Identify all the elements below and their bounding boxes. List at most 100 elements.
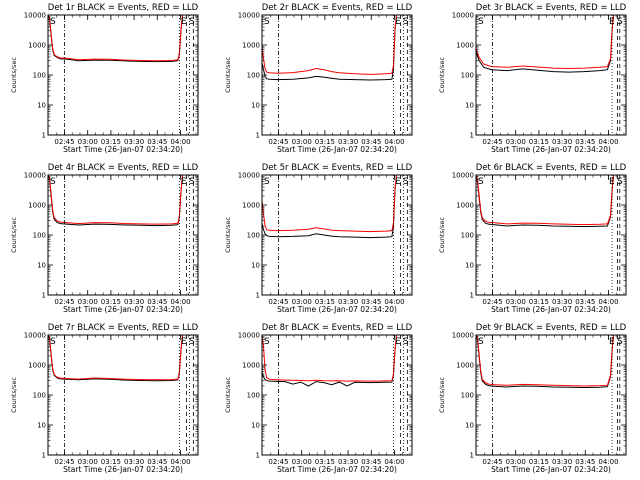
x-axis-label: Start Time (26-Jan-07 02:34:20)	[491, 145, 611, 154]
y-tick-label: 100	[33, 232, 46, 240]
y-tick-label: 1000	[456, 362, 474, 370]
series-line-red	[476, 15, 615, 70]
y-tick-label: 100	[461, 392, 474, 400]
y-tick-label: 10	[251, 262, 260, 270]
x-tick-label: 03:45	[147, 458, 167, 466]
y-tick-label: 1	[256, 292, 260, 300]
x-tick-label: 03:00	[506, 458, 526, 466]
x-tick-label: 02:45	[54, 458, 74, 466]
corner-label-right-s: S	[403, 337, 409, 347]
x-tick-label: 03:30	[338, 458, 358, 466]
x-tick-label: 03:15	[529, 458, 549, 466]
plot-frame	[475, 334, 627, 456]
y-tick-label: 10	[465, 102, 474, 110]
x-tick-label: 03:15	[315, 138, 335, 146]
y-tick-label: 10	[465, 422, 474, 430]
x-tick-label: 02:45	[54, 298, 74, 306]
x-tick-label: 03:00	[78, 138, 98, 146]
x-tick-label: 04:00	[384, 138, 404, 146]
corner-label-right-e: E	[181, 17, 187, 27]
chart-title: Det 3r BLACK = Events, RED = LLD	[476, 3, 627, 13]
x-tick-label: 03:45	[361, 298, 381, 306]
y-tick-label: 1000	[28, 42, 46, 50]
series-line-red	[476, 175, 615, 226]
y-tick-label: 10000	[24, 332, 46, 340]
x-tick-label: 04:00	[384, 458, 404, 466]
y-tick-label: 1	[42, 132, 46, 140]
y-tick-label: 10	[251, 422, 260, 430]
y-tick-label: 1000	[28, 362, 46, 370]
y-tick-label: 1	[256, 132, 260, 140]
x-tick-label: 04:00	[170, 458, 190, 466]
x-tick-label: 03:30	[552, 458, 572, 466]
y-tick-label: 1	[42, 452, 46, 460]
corner-label-left: S	[478, 17, 484, 27]
y-tick-label: 100	[247, 392, 260, 400]
y-tick-label: 10000	[238, 12, 260, 20]
corner-label-right-s: S	[403, 177, 409, 187]
series-line-black	[48, 335, 183, 382]
y-tick-label: 100	[33, 392, 46, 400]
chart-title: Det 8r BLACK = Events, RED = LLD	[262, 323, 413, 333]
y-tick-label: 1000	[242, 202, 260, 210]
corner-label-right-e: E	[181, 337, 187, 347]
x-tick-label: 04:00	[598, 298, 618, 306]
corner-label-left: S	[264, 337, 270, 347]
chart-title: Det 9r BLACK = Events, RED = LLD	[476, 323, 627, 333]
y-tick-label: 100	[247, 72, 260, 80]
corner-label-right-e: E	[609, 177, 615, 187]
x-tick-label: 02:45	[482, 298, 502, 306]
x-tick-label: 03:00	[292, 458, 312, 466]
y-axis-label: Counts/sec	[224, 377, 232, 413]
corner-label-left: S	[50, 17, 56, 27]
x-tick-label: 03:45	[361, 458, 381, 466]
corner-label-right-s: S	[189, 337, 195, 347]
chart-title: Det 5r BLACK = Events, RED = LLD	[262, 163, 413, 173]
x-tick-label: 03:15	[315, 458, 335, 466]
chart-title: Det 6r BLACK = Events, RED = LLD	[476, 163, 627, 173]
x-tick-label: 03:45	[575, 138, 595, 146]
y-tick-label: 1000	[456, 42, 474, 50]
x-tick-label: 03:30	[124, 458, 144, 466]
corner-label-right-e: E	[395, 17, 401, 27]
y-tick-label: 100	[33, 72, 46, 80]
x-tick-label: 04:00	[598, 138, 618, 146]
plot-frame	[475, 14, 627, 136]
series-line-black	[476, 175, 615, 228]
y-tick-label: 100	[461, 232, 474, 240]
corner-label-left: S	[478, 177, 484, 187]
y-tick-label: 1000	[242, 362, 260, 370]
x-tick-label: 03:30	[124, 138, 144, 146]
plot-frame	[261, 174, 413, 296]
y-tick-label: 1000	[28, 202, 46, 210]
y-tick-label: 1	[470, 132, 474, 140]
x-tick-label: 03:45	[361, 138, 381, 146]
x-tick-label: 02:45	[268, 458, 288, 466]
x-tick-label: 03:45	[575, 298, 595, 306]
chart-title: Det 7r BLACK = Events, RED = LLD	[48, 323, 199, 333]
y-tick-label: 1000	[242, 42, 260, 50]
plot-frame	[47, 334, 199, 456]
x-tick-label: 03:00	[506, 138, 526, 146]
corner-label-left: S	[50, 337, 56, 347]
series-line-black	[476, 15, 615, 73]
y-axis-label: Counts/sec	[438, 377, 446, 413]
corner-label-right-e: E	[395, 177, 401, 187]
series-line-black	[48, 175, 183, 227]
y-tick-label: 10	[37, 422, 46, 430]
x-tick-label: 03:00	[506, 298, 526, 306]
series-line-red	[48, 15, 183, 62]
y-tick-label: 10000	[452, 172, 474, 180]
y-tick-label: 10000	[238, 332, 260, 340]
corner-label-right-s: S	[617, 177, 623, 187]
x-tick-label: 03:45	[147, 298, 167, 306]
series-line-black	[48, 15, 183, 63]
corner-label-right-s: S	[403, 17, 409, 27]
y-axis-label: Counts/sec	[10, 57, 18, 93]
y-tick-label: 10	[37, 262, 46, 270]
y-tick-label: 10	[251, 102, 260, 110]
